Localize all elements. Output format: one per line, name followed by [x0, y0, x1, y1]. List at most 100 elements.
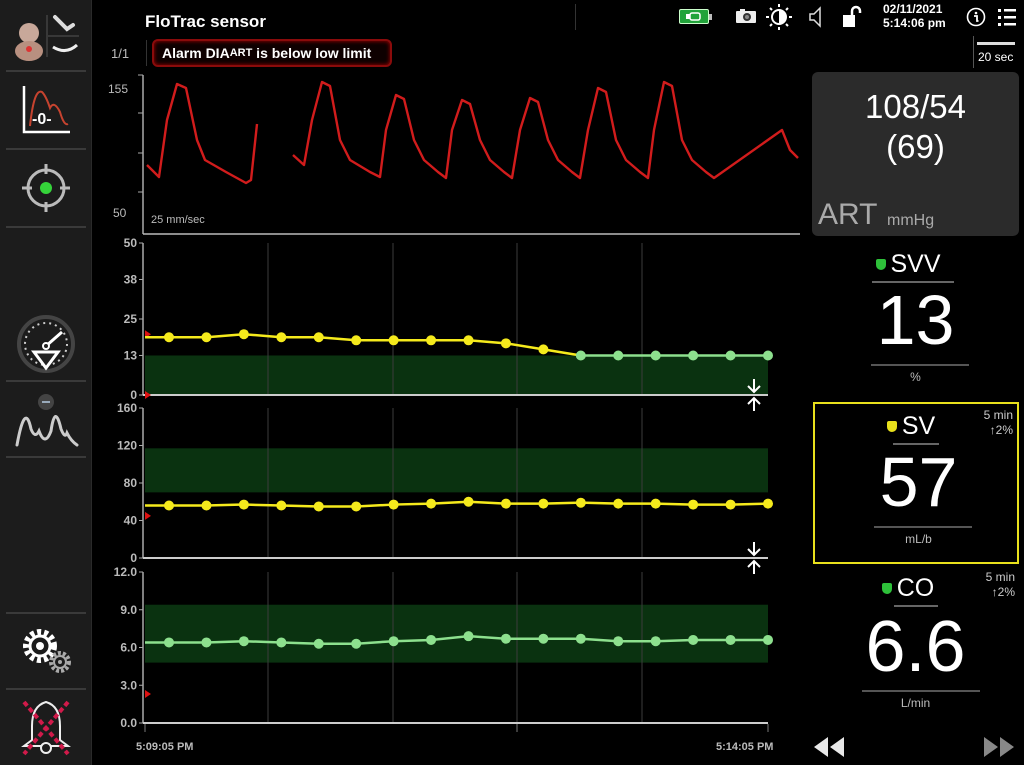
alarm-text-prefix: Alarm DIA — [162, 45, 230, 61]
time-axis-start: 5:09:05 PM — [136, 741, 193, 753]
art-pressure-tile[interactable]: 108/54 (69) ART mmHg — [812, 72, 1019, 236]
alarm-banner[interactable]: Alarm DIA ART is below low limit — [152, 39, 392, 67]
sidebar-item-zero-waveform[interactable]: -0- — [4, 78, 88, 142]
waveform-monitor-icon — [15, 394, 79, 447]
sidebar-item-patient[interactable] — [4, 8, 88, 64]
trend-point — [238, 329, 249, 340]
previous-page-button[interactable] — [812, 735, 848, 759]
trend-point — [725, 350, 736, 361]
alarm-text-suffix: is below low limit — [252, 45, 372, 61]
trend-point — [351, 501, 362, 512]
trend-point — [613, 498, 624, 509]
param-value: 57 — [879, 443, 958, 521]
param-value: 13 — [876, 281, 955, 359]
sv-status-flag-icon — [887, 421, 897, 432]
svv-status-flag-icon — [876, 259, 886, 270]
y-tick-label: 38 — [124, 272, 138, 286]
y-tick-label: 120 — [117, 439, 137, 453]
alarm-limit-marker-icon — [145, 511, 151, 520]
param-tile-sv[interactable]: SV 57 mL/b 5 min ↑2% — [813, 402, 1019, 564]
time-scale-label[interactable]: 20 sec — [978, 50, 1014, 64]
trend-point — [538, 344, 549, 355]
unlock-icon[interactable] — [842, 5, 862, 29]
art-unit: mmHg — [887, 212, 935, 229]
y-tick-label: 6.0 — [120, 641, 137, 655]
trend-point — [763, 350, 773, 361]
y-tick-label: 13 — [124, 348, 138, 362]
param-value: 6.6 — [865, 607, 966, 687]
trend-point — [500, 498, 511, 509]
trend-point — [351, 335, 362, 346]
y-tick-label: 3.0 — [120, 678, 137, 692]
alarm-limit-marker-icon — [145, 391, 151, 399]
volume-icon[interactable] — [808, 6, 824, 28]
sidebar-item-cockpit[interactable] — [4, 310, 88, 378]
brightness-icon[interactable] — [765, 3, 793, 31]
trend-change: ↑2% — [991, 585, 1015, 599]
trend-point — [688, 499, 699, 510]
waveform-ymax: 155 — [108, 82, 128, 96]
scale-up-arrow-icon[interactable] — [747, 396, 761, 411]
y-tick-label: 0 — [130, 388, 137, 402]
trend-point — [201, 637, 212, 648]
y-tick-label: 80 — [124, 476, 138, 490]
art-waveform-panel: 155 50 25 mm/sec — [108, 74, 800, 235]
scale-down-arrow-icon[interactable] — [747, 542, 761, 557]
next-page-button[interactable] — [982, 735, 1018, 759]
sidebar-item-silence-alarms[interactable] — [4, 694, 88, 760]
trend-point — [276, 500, 287, 511]
trend-point — [388, 636, 399, 647]
trend-point — [538, 498, 549, 509]
trend-point — [313, 501, 324, 512]
param-tile-co[interactable]: CO 6.6 L/min 5 min ↑2% — [812, 566, 1019, 728]
y-tick-label: 40 — [124, 514, 138, 528]
target-zone — [145, 355, 768, 395]
menu-list-icon[interactable] — [997, 7, 1017, 27]
sidebar-item-settings[interactable] — [4, 618, 88, 682]
trend-point — [725, 499, 736, 510]
waveform-ymin: 50 — [113, 206, 127, 220]
art-label: ART — [818, 198, 878, 231]
date-time: 02/11/2021 5:14:06 pm — [883, 2, 946, 30]
trend-point — [426, 634, 437, 645]
param-unit: % — [910, 370, 921, 384]
scale-down-arrow-icon[interactable] — [747, 379, 761, 394]
param-unit: mL/b — [905, 532, 932, 546]
battery-plugged-icon — [679, 9, 712, 24]
trend-point — [575, 633, 586, 644]
trend-point — [763, 634, 773, 645]
trend-point — [164, 332, 174, 343]
trend-point — [351, 638, 362, 649]
art-sys-dia-value: 108/54 — [865, 88, 966, 125]
y-tick-label: 0.0 — [120, 716, 137, 730]
alarm-silenced-bell-icon — [21, 700, 71, 756]
trend-point — [388, 499, 399, 510]
trend-point — [688, 350, 699, 361]
trend-point — [650, 636, 661, 647]
header-divider — [575, 4, 576, 30]
trend-point — [763, 498, 773, 509]
trend-point — [613, 350, 624, 361]
trend-point — [500, 633, 511, 644]
param-tile-svv[interactable]: SVV 13 % — [812, 242, 1019, 404]
trend-point — [463, 631, 474, 642]
target-zone — [145, 604, 768, 663]
y-tick-label: 0 — [130, 551, 137, 565]
alarm-text-sub: ART — [229, 47, 253, 59]
camera-icon[interactable] — [735, 8, 757, 24]
trend-point — [313, 638, 324, 649]
sidebar-item-target[interactable] — [4, 156, 88, 220]
trend-point — [164, 637, 174, 648]
time-scale-bar — [977, 42, 1015, 45]
waveform-speed: 25 mm/sec — [151, 214, 205, 226]
settings-gears-icon — [23, 629, 71, 673]
art-map-value: (69) — [886, 128, 945, 165]
trend-point — [575, 497, 586, 508]
sidebar-item-waveform[interactable] — [4, 388, 88, 454]
scale-up-arrow-icon[interactable] — [747, 559, 761, 574]
trend-point — [276, 637, 287, 648]
trend-point — [276, 332, 287, 343]
alarm-divider — [146, 40, 147, 66]
info-icon[interactable] — [966, 7, 986, 27]
